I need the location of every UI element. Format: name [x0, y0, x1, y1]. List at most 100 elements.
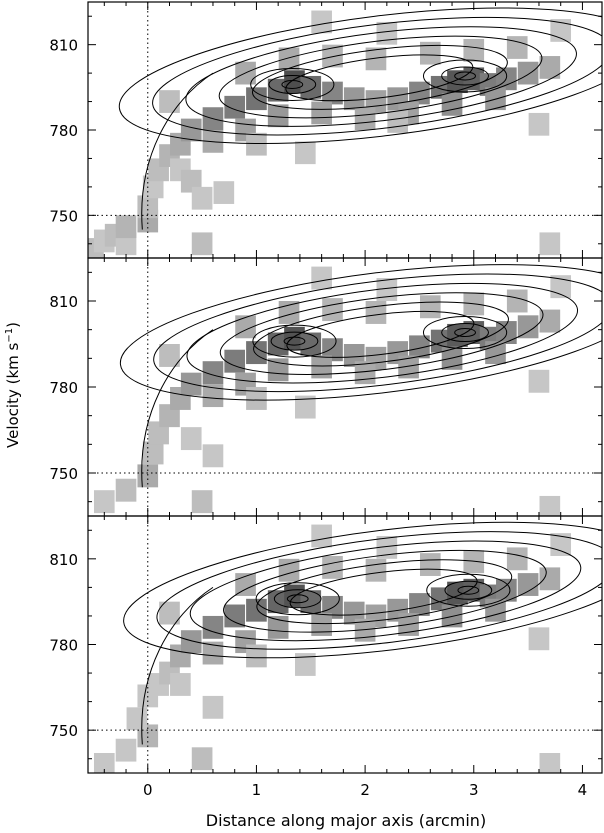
heatmap-pixel	[322, 338, 343, 362]
heatmap-pixel	[142, 441, 164, 465]
heatmap-pixel	[517, 61, 539, 85]
panel-bottom: 750 780 810 0 1 2 3 4	[49, 515, 603, 799]
heatmap-pixel	[115, 215, 137, 239]
heatmap-pixel	[528, 369, 550, 393]
contour-level-6	[285, 54, 474, 102]
peak-2-contour-3	[454, 71, 476, 81]
heatmap-pixel	[322, 555, 343, 579]
heatmap-pixel	[224, 604, 246, 628]
y-axis-label-main: Velocity (km s	[4, 342, 22, 448]
panels-group: 750 780 810 750 780 810 750 780 810 0 1 2 3 4	[49, 1, 603, 799]
heatmap-pixel	[246, 132, 267, 156]
heatmap-pixel	[202, 615, 224, 639]
heatmap-pixel	[463, 550, 485, 574]
heatmap-pixel	[93, 490, 115, 514]
y-tick-label: 780	[49, 637, 78, 655]
x-axis-label: Distance along major axis (arcmin)	[206, 811, 486, 830]
peak-2-contour-1	[422, 59, 508, 93]
heatmap-pixel	[354, 618, 376, 642]
heatmap-pixel	[137, 464, 159, 488]
heatmap-pixel	[93, 753, 115, 773]
heatmap-pixel	[278, 558, 300, 582]
heatmap-pixel	[517, 315, 539, 339]
heatmap-pixel	[506, 36, 528, 59]
heatmap-pixel	[202, 444, 224, 468]
heatmap-pixel	[539, 495, 561, 516]
heatmap-pixel	[191, 232, 213, 256]
heatmap-pixel	[202, 695, 224, 719]
heatmap-pixel	[159, 404, 180, 428]
heatmap-pixel	[295, 395, 316, 419]
heatmap-pixel	[159, 344, 180, 367]
heatmap-pixel	[365, 47, 387, 71]
heatmap-pixel	[419, 41, 441, 65]
heatmap-pixel	[295, 141, 316, 165]
heatmap-pixel	[398, 355, 419, 379]
heatmap-pixel	[115, 738, 137, 762]
heatmap-pixel	[485, 87, 506, 111]
peak-1-contour-2	[268, 74, 317, 94]
peak-2-contour-2	[441, 66, 489, 86]
heatmap-pixel	[539, 56, 561, 79]
heatmap-pixel	[463, 578, 485, 602]
heatmap-pixel	[246, 341, 267, 365]
contour-level-5	[252, 45, 508, 110]
heatmap-pixel	[550, 533, 572, 556]
heatmap-pixel	[485, 341, 506, 365]
heatmap-pixel	[441, 93, 463, 116]
y-axis-label: Velocity (km s−1)	[4, 322, 22, 448]
heatmap-pixel	[159, 90, 180, 113]
heatmap-pixel	[224, 95, 246, 119]
peak-1-contour-3	[283, 336, 306, 346]
contour-level-6	[286, 310, 475, 358]
panel-top: 750 780 810	[49, 1, 603, 259]
heatmap-pixel	[278, 47, 300, 71]
heatmap-pixel	[267, 590, 289, 614]
heatmap-pixel	[267, 615, 289, 639]
heatmap-pixel	[409, 593, 430, 616]
heatmap-pixel	[267, 332, 289, 356]
heatmap-pixel	[159, 601, 180, 625]
heatmap-pixel	[354, 107, 376, 130]
heatmap-pixel	[170, 673, 191, 696]
heatmap-pixel	[180, 427, 202, 451]
heatmap-pixel	[246, 598, 267, 622]
heatmap-pixel	[322, 44, 343, 68]
heatmap-pixel	[191, 186, 213, 210]
peak-1-contour-1	[252, 324, 337, 358]
panel-middle: 750 780 810	[49, 257, 603, 517]
peak-2-contour-3	[454, 328, 476, 338]
heatmap-pixel	[126, 707, 148, 731]
heatmap-pixel	[191, 490, 213, 514]
contour-level-3	[189, 540, 582, 642]
peak-1-contour-1	[255, 582, 340, 616]
heatmap-pixel	[202, 361, 224, 385]
x-tick-label: 0	[143, 781, 153, 799]
heatmap-pixel	[267, 358, 289, 382]
heatmap-pixel	[539, 232, 561, 256]
peak-2-contour-2	[444, 580, 493, 600]
x-tick-label: 1	[252, 781, 262, 799]
peak-1-contour-3	[286, 594, 309, 604]
heatmap-pixel	[419, 295, 441, 319]
heatmap-pixel	[447, 70, 468, 94]
heatmap-pixel	[419, 553, 441, 576]
y-axis-label-close: )	[4, 322, 22, 328]
peak-1-contour-1	[250, 67, 335, 101]
heatmap-pixel	[213, 181, 235, 204]
heatmap-pixel	[115, 478, 137, 502]
peak-2-contour-2	[441, 323, 489, 343]
peak-2-contour-3	[457, 585, 480, 595]
heatmap-pixel	[539, 567, 561, 591]
x-tick-label: 4	[578, 781, 588, 799]
heatmap-pixel	[180, 118, 202, 142]
contour-level-5	[253, 301, 509, 367]
heatmap-pixel	[300, 332, 322, 356]
heatmap-pixel	[365, 558, 387, 582]
contour-level-4	[218, 35, 543, 119]
contour-level-5	[256, 559, 513, 625]
heatmap-pixel	[311, 524, 332, 548]
y-tick-label: 810	[49, 551, 78, 569]
contour-tail	[141, 72, 214, 230]
